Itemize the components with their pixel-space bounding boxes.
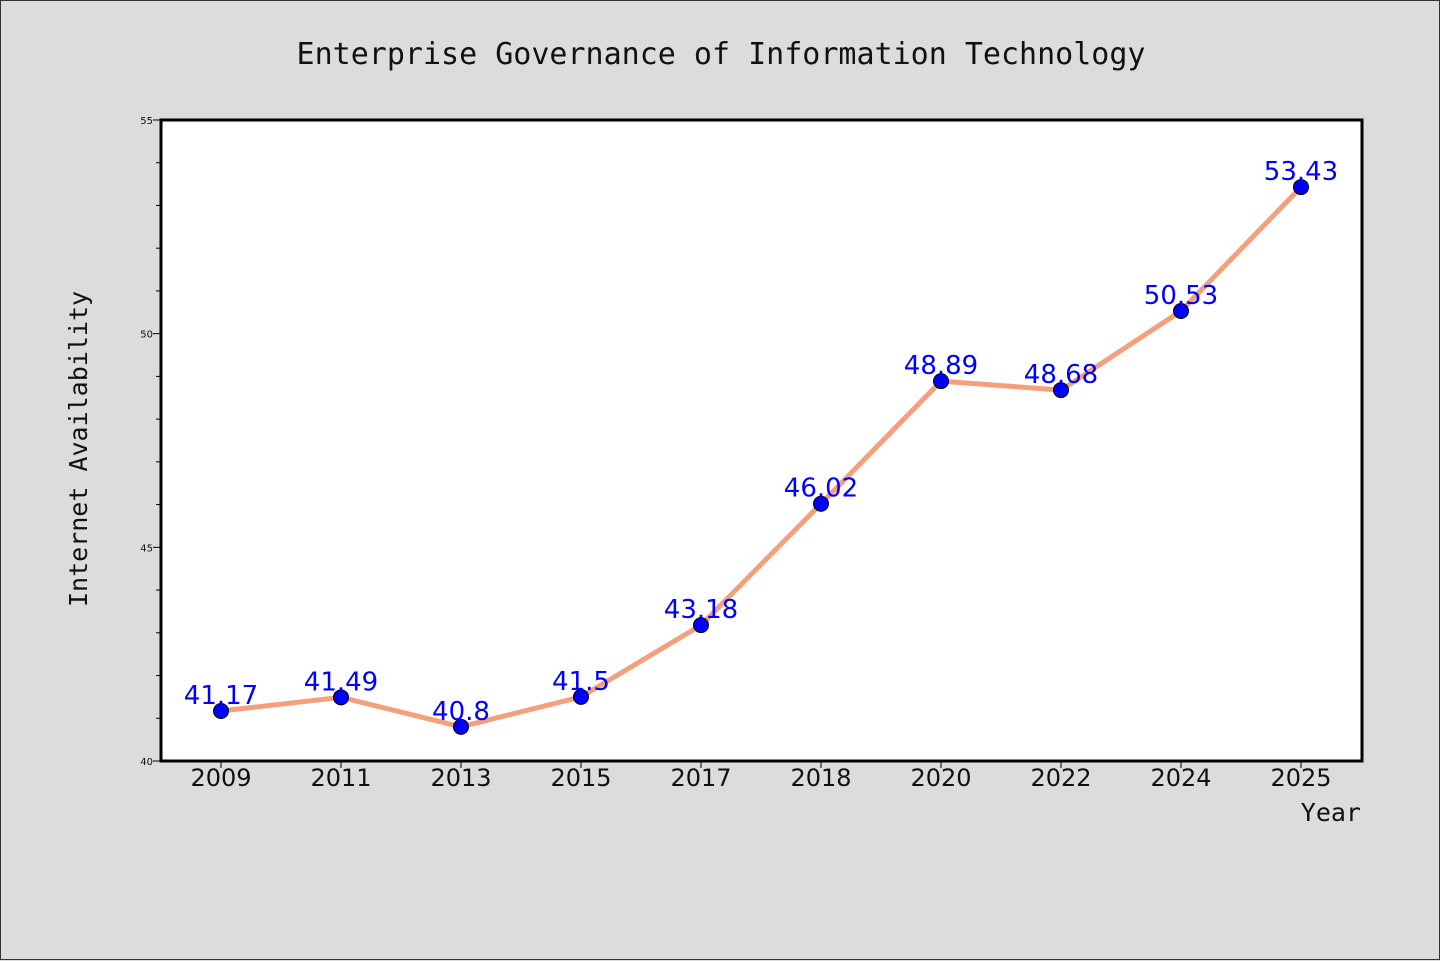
y-axis: 40 45 50 55 [140, 116, 161, 768]
data-point-marker [813, 495, 829, 512]
data-point-marker [333, 689, 349, 706]
y-tick-label: 55 [140, 116, 153, 127]
plot-area [159, 118, 1364, 763]
data-label: 41.5 [552, 667, 610, 697]
data-point-marker [1053, 382, 1069, 399]
data-label: 41.49 [304, 667, 378, 697]
x-tick-label: 2009 [190, 764, 251, 792]
data-point-marker [693, 617, 709, 634]
chart-title: Enterprise Governance of Information Tec… [297, 37, 1146, 72]
y-axis-label: Internet Availability [64, 291, 93, 607]
data-label: 48.68 [1024, 360, 1098, 390]
data-point-marker [1293, 179, 1309, 196]
data-label: 46.02 [784, 474, 858, 504]
x-tick-label: 2013 [430, 764, 491, 792]
x-tick-label: 2022 [1030, 764, 1091, 792]
x-axis-label: Year [1301, 798, 1361, 827]
x-tick-label: 2024 [1150, 764, 1211, 792]
data-point-marker [933, 373, 949, 390]
data-label: 40.8 [432, 697, 490, 727]
data-label: 43.18 [664, 595, 738, 625]
x-tick-label: 2018 [790, 764, 851, 792]
x-tick-label: 2020 [910, 764, 971, 792]
x-tick-label: 2011 [310, 764, 371, 792]
x-tick-label: 2017 [670, 764, 731, 792]
data-label: 53.43 [1264, 157, 1338, 187]
data-point-marker [213, 703, 229, 720]
y-tick-label: 45 [140, 543, 153, 554]
data-point-marker [573, 688, 589, 705]
y-tick-label: 50 [140, 330, 153, 341]
x-axis: 2009 2011 2013 2015 2017 2018 2020 2022 2024 2025 [190, 761, 1332, 792]
series-line-group: 41.17 41.49 40.8 41.5 43.18 46.02 48.89 48.68 50… [184, 157, 1338, 735]
x-tick-label: 2015 [550, 764, 611, 792]
series-line [218, 184, 1304, 730]
data-point-marker [1173, 303, 1189, 320]
y-tick-label: 40 [140, 757, 153, 768]
data-label: 41.17 [184, 681, 258, 711]
data-label: 48.89 [904, 351, 978, 381]
data-label: 50.53 [1144, 281, 1218, 311]
data-point-marker [453, 718, 469, 735]
x-tick-label: 2025 [1270, 764, 1331, 792]
